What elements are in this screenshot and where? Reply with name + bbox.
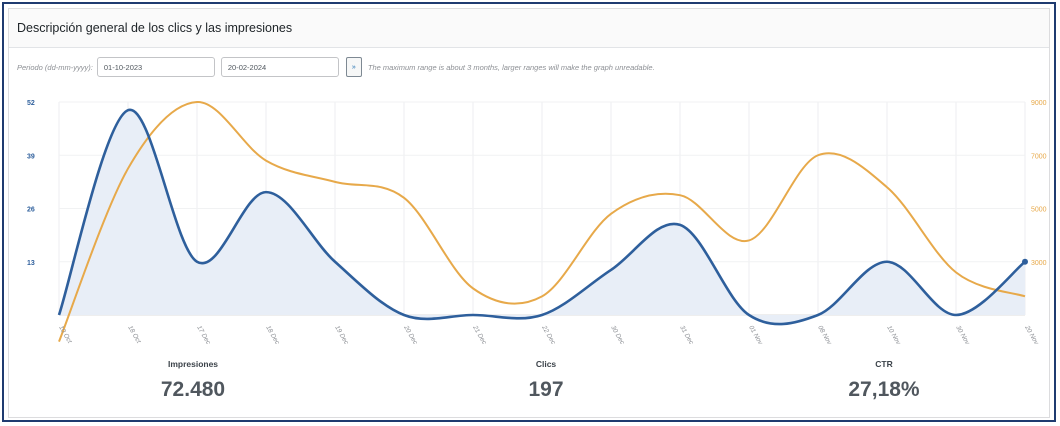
stats-row: Impresiones 72.480 Clics 197 CTR 27,18% <box>9 359 1051 419</box>
x-tick-label: 22 Dec <box>540 324 557 347</box>
clicks-line <box>57 108 1026 326</box>
x-tick-label: 31 Dec <box>678 325 695 347</box>
panel-header: Descripción general de los clics y las i… <box>9 9 1049 48</box>
x-tick-label: 08 Nov <box>816 325 833 347</box>
impressions-label: Impresiones <box>167 359 219 369</box>
x-tick-label: 30 Nov <box>954 325 971 347</box>
x-tick-label: 21 Dec <box>471 324 488 347</box>
x-tick-label: 20 Dec <box>402 324 419 347</box>
y-right-tick-label: 5000 <box>1031 207 1047 214</box>
panel-title: Descripción general de los clics y las i… <box>17 21 293 35</box>
x-tick-label: 01 Nov <box>747 325 764 347</box>
x-tick-label: 10 Oct <box>57 325 73 346</box>
x-tick-label: 17 Dec <box>195 325 212 347</box>
y-left-tick-label: 39 <box>27 153 35 160</box>
impressions-line <box>58 100 1026 342</box>
clicks-area-fill <box>59 109 1025 325</box>
y-left-tick-label: 52 <box>27 100 35 107</box>
apply-range-button[interactable]: » <box>345 57 362 77</box>
ctr-label: CTR <box>875 359 893 369</box>
impressions-value: 72.480 <box>160 378 226 401</box>
x-tick-label: 10 Nov <box>885 325 902 347</box>
clicks-value: 197 <box>528 378 564 401</box>
end-date-input[interactable]: 20-02-2024 <box>220 57 339 77</box>
y-left-tick-label: 13 <box>27 260 35 267</box>
x-tick-label: 20 Nov <box>1023 324 1040 347</box>
clicks-impressions-chart: 13 26 39 52 3000 5000 7000 9000 10 Oct 18 Oct 17 D… <box>27 100 1047 347</box>
x-tick-label: 18 Dec <box>264 325 281 347</box>
y-right-tick-label: 3000 <box>1031 260 1047 267</box>
start-date-input[interactable]: 01-10-2023 <box>96 57 215 77</box>
clicks-impressions-panel: Descripción general de los clics y las i… <box>8 8 1050 418</box>
x-tick-label: 30 Dec <box>609 325 626 347</box>
ctr-value: 27,18% <box>848 378 920 401</box>
x-tick-label: 19 Dec <box>333 325 350 347</box>
date-filter: Periodo (dd-mm-yyyy): 01-10-2023 20-02-2… <box>17 56 655 78</box>
clicks-label: Clics <box>535 359 557 369</box>
chart-area: 13 26 39 52 3000 5000 7000 9000 10 Oct 18 Oct 17 D… <box>9 87 1051 349</box>
clicks-stat: Clics 197 <box>446 359 646 402</box>
y-right-tick-label: 7000 <box>1031 153 1047 160</box>
clicks-end-point <box>1022 258 1028 265</box>
impressions-stat: Impresiones 72.480 <box>93 359 293 402</box>
ctr-stat: CTR 27,18% <box>784 359 984 402</box>
x-tick-label: 18 Oct <box>126 325 142 346</box>
y-right-tick-label: 9000 <box>1031 100 1047 107</box>
period-label: Periodo (dd-mm-yyyy): <box>17 62 93 72</box>
y-left-tick-label: 26 <box>27 207 35 214</box>
range-note: The maximum range is about 3 months, lar… <box>367 62 655 72</box>
